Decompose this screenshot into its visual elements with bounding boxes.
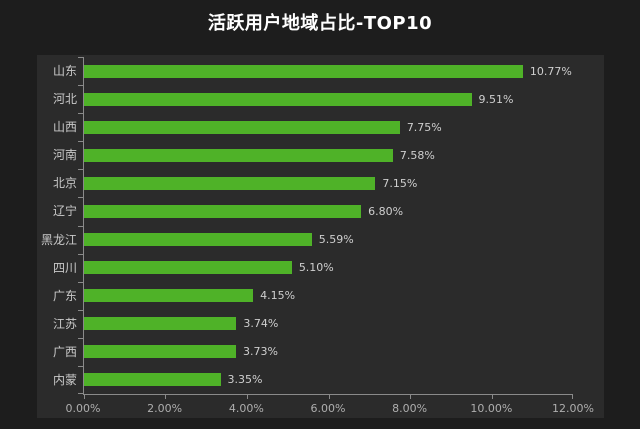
- bar[interactable]: [84, 176, 376, 190]
- bar-row: 北京 7.15%: [53, 169, 573, 197]
- y-axis-tick: [78, 281, 83, 283]
- bar-row: 四川 5.10%: [53, 254, 573, 282]
- category-label: 河北: [52, 92, 77, 107]
- y-axis-tick: [78, 309, 83, 311]
- value-label: 10.77%: [529, 64, 572, 78]
- bar[interactable]: [84, 317, 237, 331]
- y-axis-tick: [78, 337, 83, 339]
- value-label: 7.75%: [406, 120, 442, 134]
- y-axis-tick: [78, 365, 83, 367]
- x-axis-tick: [165, 394, 167, 399]
- category-label: 内蒙: [52, 372, 77, 387]
- category-label: 四川: [52, 260, 77, 275]
- bar-row: 辽宁 6.80%: [53, 197, 573, 225]
- bar[interactable]: [84, 233, 312, 246]
- bar[interactable]: [84, 261, 292, 275]
- x-axis-labels: 0.00% 2.00% 4.00% 6.00% 8.00% 10.00% 12.00%: [66, 402, 594, 416]
- y-axis-tick: [78, 393, 83, 394]
- y-axis-tick: [78, 85, 83, 87]
- category-label: 河南: [52, 148, 77, 163]
- x-axis-tick: [491, 394, 493, 399]
- category-label: 北京: [52, 176, 77, 191]
- value-label: 4.15%: [260, 289, 296, 303]
- x-tick-label: 4.00%: [228, 402, 264, 415]
- bar[interactable]: [84, 204, 362, 218]
- value-label: 6.80%: [368, 204, 404, 218]
- bar[interactable]: [84, 345, 236, 359]
- bar-row: 山西 7.75%: [53, 113, 573, 141]
- bar-row: 内蒙 3.35%: [53, 366, 573, 394]
- category-label: 辽宁: [52, 204, 77, 219]
- value-label: 7.15%: [382, 176, 418, 190]
- category-label: 广西: [52, 344, 77, 359]
- bar-row: 山东 10.77%: [53, 57, 573, 85]
- x-axis-tick: [246, 394, 248, 399]
- x-tick-label: 10.00%: [470, 402, 513, 415]
- bar-row: 河南 7.58%: [53, 141, 573, 169]
- bar-row: 黑龙江 5.59%: [41, 225, 573, 253]
- y-axis-tick: [78, 253, 83, 255]
- x-tick-label: 12.00%: [552, 402, 594, 415]
- value-label: 7.58%: [399, 148, 435, 162]
- value-label: 5.59%: [318, 233, 354, 246]
- bar-row: 广西 3.73%: [53, 338, 573, 366]
- y-axis-tick: [78, 113, 83, 115]
- value-label: 9.51%: [478, 92, 514, 106]
- chart-panel: 山东 10.77% 河北 9.51% 山西 7.75% 河南 7.58% 北京 7.15% 辽宁 6.…: [37, 55, 604, 418]
- bar[interactable]: [84, 120, 400, 134]
- value-label: 3.35%: [227, 373, 263, 387]
- category-label: 山西: [52, 120, 77, 135]
- plot-area: 山东 10.77% 河北 9.51% 山西 7.75% 河南 7.58% 北京 7.15% 辽宁 6.…: [41, 57, 573, 399]
- x-axis-tick: [572, 394, 573, 399]
- bar-row: 广东 4.15%: [53, 282, 573, 310]
- chart-title: 活跃用户地域占比-TOP10: [207, 13, 433, 34]
- y-axis-tick: [78, 141, 83, 143]
- y-axis-tick: [78, 197, 83, 199]
- bar[interactable]: [84, 92, 472, 106]
- bar-row: 河北 9.51%: [53, 85, 573, 113]
- bar-row: 江苏 3.74%: [53, 310, 573, 338]
- x-axis-tick: [409, 394, 411, 399]
- value-label: 5.10%: [298, 261, 334, 275]
- bar[interactable]: [84, 148, 393, 162]
- value-label: 3.74%: [243, 317, 279, 331]
- bar[interactable]: [84, 289, 254, 303]
- bar[interactable]: [84, 373, 221, 387]
- value-label: 3.73%: [242, 345, 278, 359]
- category-label: 广东: [52, 288, 77, 303]
- x-tick-label: 8.00%: [392, 402, 428, 415]
- category-label: 山东: [52, 64, 77, 79]
- category-label: 江苏: [52, 316, 77, 331]
- x-axis-tick: [84, 394, 85, 399]
- x-tick-label: 6.00%: [310, 402, 346, 415]
- x-tick-label: 2.00%: [147, 402, 183, 415]
- y-axis-tick: [78, 169, 83, 171]
- category-label: 黑龙江: [40, 232, 77, 247]
- y-axis-tick: [78, 225, 83, 227]
- x-tick-label: 0.00%: [65, 402, 101, 415]
- bar[interactable]: [84, 64, 523, 78]
- y-axis-tick: [78, 57, 83, 58]
- x-axis-tick: [328, 394, 330, 399]
